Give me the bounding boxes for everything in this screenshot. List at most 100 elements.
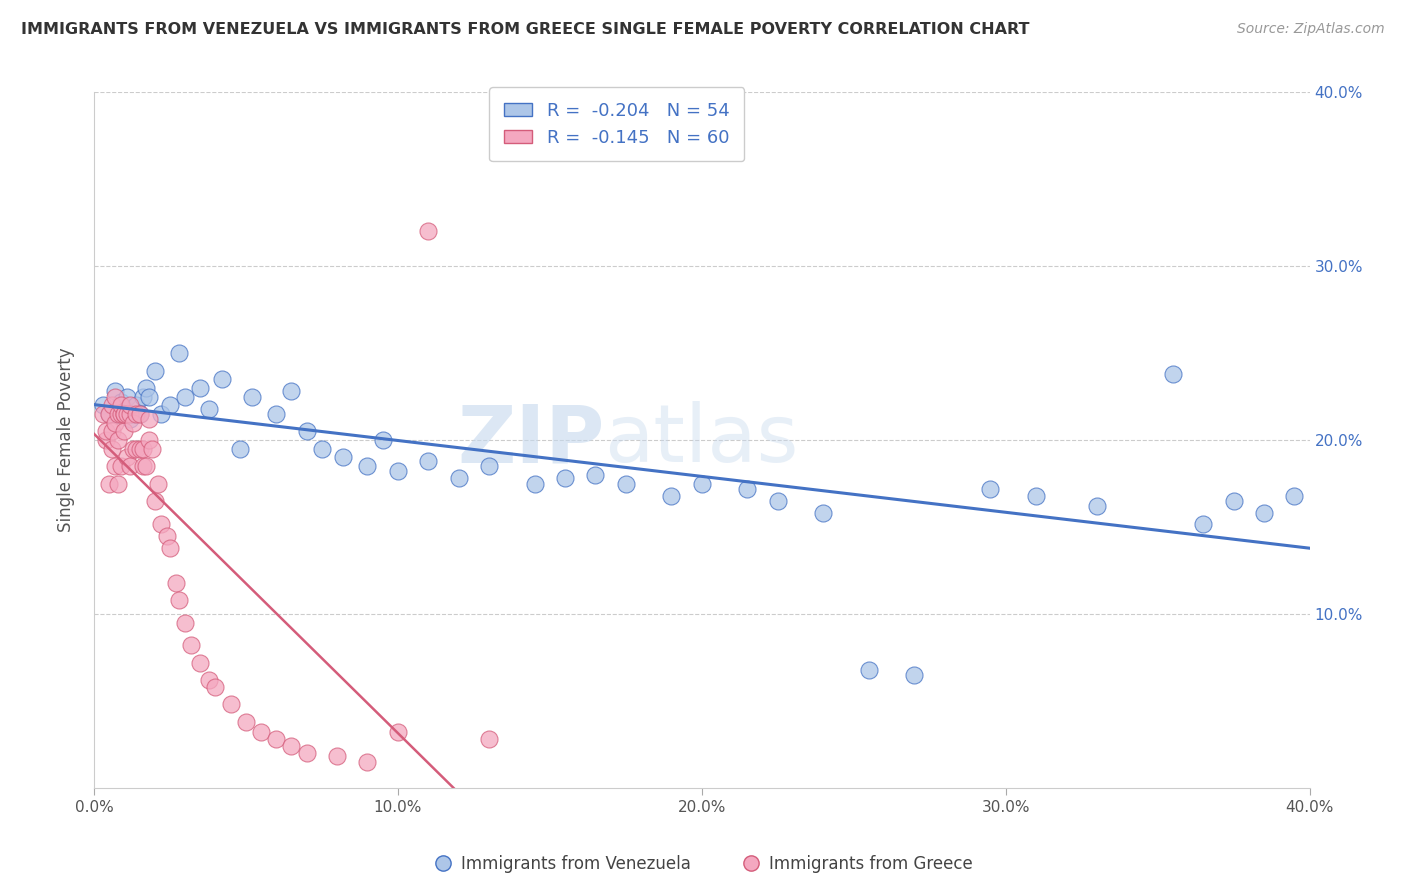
Point (418, 454, 440, 468)
Point (1025, 489, 1047, 503)
Point (104, 416, 127, 430)
Point (110, 407, 132, 421)
Point (128, 407, 150, 421)
Point (104, 390, 127, 404)
Point (979, 482, 1001, 496)
Point (117, 450, 139, 465)
Point (125, 398, 148, 412)
Point (478, 732, 501, 747)
Point (131, 390, 153, 404)
Point (146, 476, 169, 491)
Point (131, 442, 153, 456)
Point (387, 464, 409, 478)
Point (167, 593, 190, 607)
Point (418, 224, 440, 238)
Point (98, 476, 121, 491)
Point (614, 476, 637, 491)
Point (94, 433, 117, 447)
Point (295, 425, 318, 439)
Point (101, 425, 124, 439)
Point (107, 407, 129, 421)
Point (138, 433, 160, 447)
Legend: Immigrants from Venezuela, Immigrants from Greece: Immigrants from Venezuela, Immigrants fr… (426, 848, 980, 880)
Point (110, 394, 132, 409)
Point (112, 407, 135, 421)
Point (198, 673, 221, 687)
Point (117, 407, 139, 421)
Point (135, 459, 157, 474)
Point (332, 450, 354, 465)
Point (141, 442, 163, 456)
Point (229, 442, 252, 456)
Point (125, 442, 148, 456)
Point (311, 442, 333, 456)
Point (120, 459, 142, 474)
Point (903, 667, 925, 681)
Point (690, 476, 713, 491)
Point (138, 390, 160, 404)
Point (165, 575, 187, 590)
Point (167, 346, 190, 360)
Point (1284, 489, 1306, 503)
Point (98, 407, 121, 421)
Point (107, 476, 129, 491)
Point (1192, 516, 1215, 531)
Point (120, 407, 142, 421)
Point (104, 384, 127, 399)
Text: IMMIGRANTS FROM VENEZUELA VS IMMIGRANTS FROM GREECE SINGLE FEMALE POVERTY CORREL: IMMIGRANTS FROM VENEZUELA VS IMMIGRANTS … (21, 22, 1029, 37)
Point (1161, 367, 1184, 381)
Point (122, 442, 145, 456)
Point (766, 494, 789, 508)
Point (107, 433, 129, 447)
Point (356, 755, 378, 769)
Point (143, 494, 166, 508)
Point (131, 459, 153, 474)
Point (188, 381, 211, 395)
Point (659, 489, 682, 503)
Point (240, 390, 263, 404)
Point (138, 412, 160, 426)
Point (128, 442, 150, 456)
Point (98, 407, 121, 421)
Text: atlas: atlas (605, 401, 799, 479)
Point (107, 407, 129, 421)
Point (110, 459, 132, 474)
Point (356, 459, 378, 474)
Point (188, 656, 211, 670)
Point (159, 398, 181, 412)
Point (101, 398, 124, 412)
Point (143, 363, 166, 377)
Point (235, 714, 257, 729)
Point (135, 381, 157, 395)
Point (737, 482, 759, 496)
Point (110, 398, 132, 412)
Point (326, 749, 349, 764)
Point (219, 698, 242, 712)
Point (198, 401, 221, 416)
Point (112, 407, 135, 421)
Point (371, 433, 394, 447)
Point (112, 425, 135, 439)
Point (1253, 506, 1275, 520)
Legend: R =  -0.204   N = 54, R =  -0.145   N = 60: R = -0.204 N = 54, R = -0.145 N = 60 (489, 87, 744, 161)
Point (813, 506, 835, 520)
Point (264, 732, 287, 747)
Point (122, 416, 145, 430)
Point (387, 725, 409, 739)
Point (149, 407, 172, 421)
Point (280, 384, 302, 399)
Point (120, 398, 142, 412)
Point (858, 663, 880, 677)
Point (264, 407, 287, 421)
Point (156, 529, 179, 543)
Point (250, 725, 273, 739)
Point (478, 459, 501, 474)
Point (280, 739, 302, 753)
Point (159, 541, 181, 555)
Point (447, 471, 470, 485)
Point (583, 467, 606, 482)
Point (104, 459, 127, 474)
Text: Source: ZipAtlas.com: Source: ZipAtlas.com (1237, 22, 1385, 37)
Point (174, 615, 197, 630)
Point (523, 476, 546, 491)
